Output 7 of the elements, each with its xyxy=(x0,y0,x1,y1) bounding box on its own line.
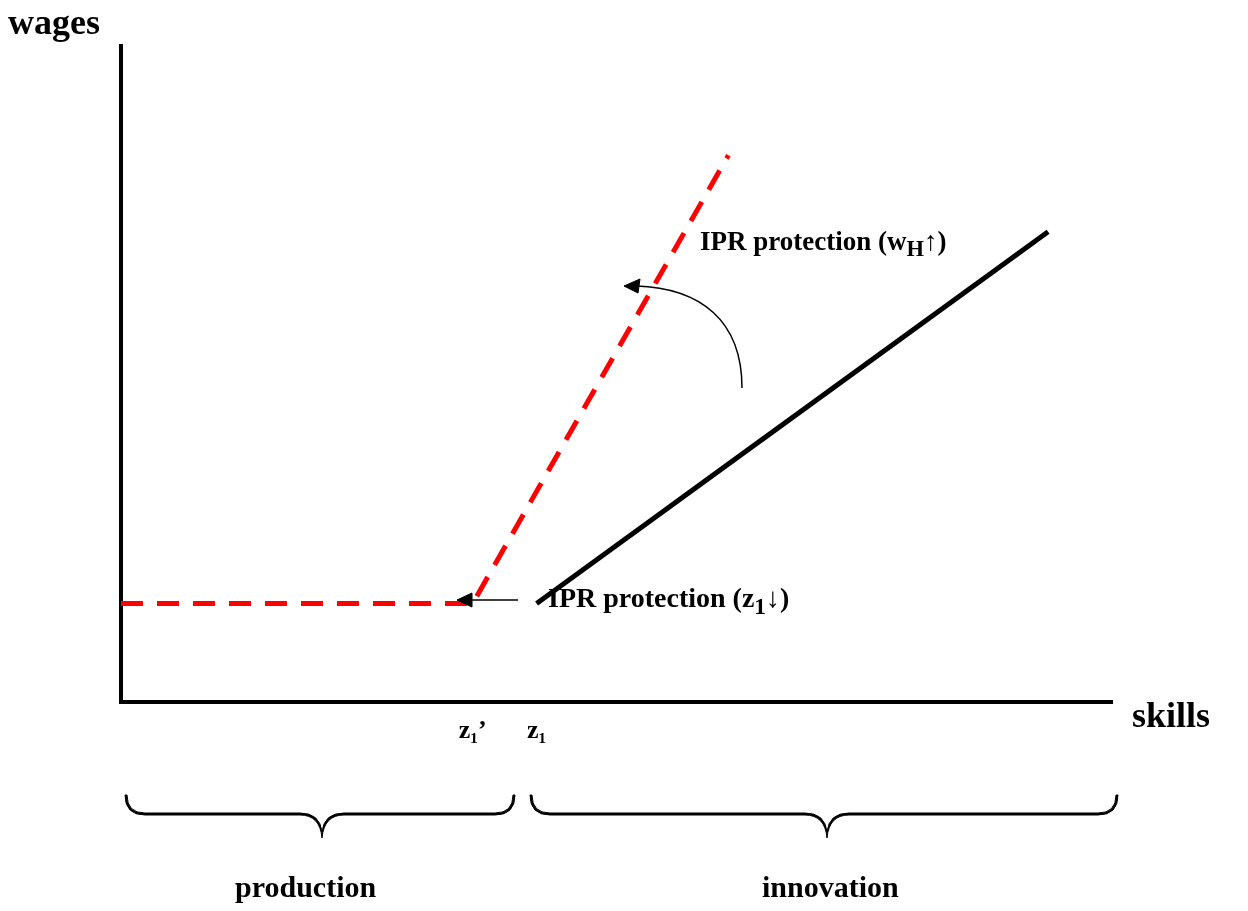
x-axis-title: skills xyxy=(1132,695,1211,735)
x-tick-label: z₁’ xyxy=(458,715,487,745)
y-axis-title: wages xyxy=(8,2,100,42)
annotation: IPR protection (w$_{H}$↑) xyxy=(700,226,947,262)
text: innovation xyxy=(762,870,899,903)
text: production xyxy=(235,870,377,903)
x-tick-label: z₁ xyxy=(526,715,547,745)
